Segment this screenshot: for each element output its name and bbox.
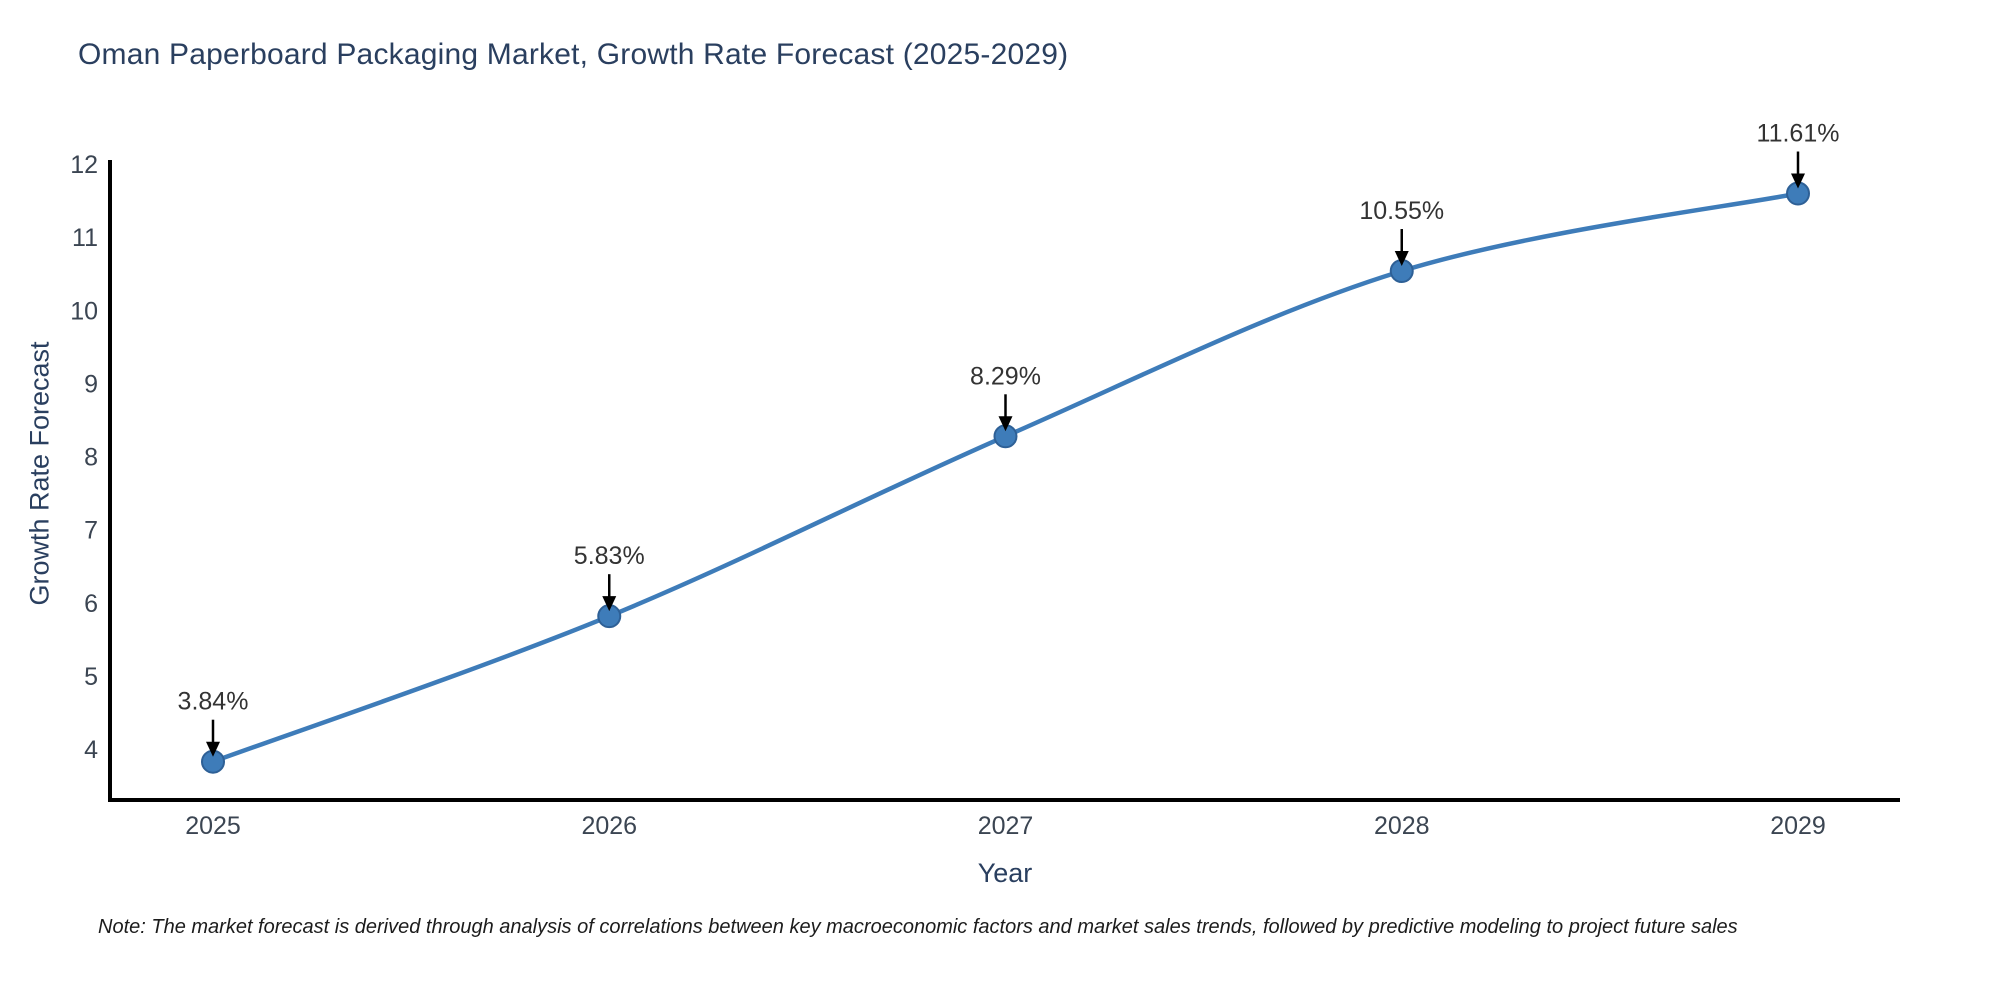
annotation-label: 10.55% (1359, 197, 1444, 225)
y-tick-label: 9 (84, 370, 98, 398)
annotation-arrowhead (1394, 251, 1409, 267)
y-tick-label: 4 (84, 736, 98, 764)
growth-rate-line (210, 191, 1801, 764)
x-tick-label: 2026 (581, 812, 637, 840)
chart-title: Oman Paperboard Packaging Market, Growth… (78, 38, 1069, 71)
x-axis-title: Year (977, 858, 1033, 888)
x-tick-label: 2027 (978, 812, 1034, 840)
annotation-label: 8.29% (970, 362, 1041, 390)
y-tick-label: 10 (70, 297, 98, 325)
annotation-arrowhead (206, 741, 220, 757)
y-tick-label: 8 (84, 444, 98, 472)
annotation-label: 3.84% (178, 688, 249, 716)
annotation-arrowhead (998, 416, 1013, 432)
y-tick-label: 7 (84, 517, 98, 545)
y-tick-label: 11 (72, 224, 98, 252)
x-tick-label: 2025 (185, 812, 241, 840)
footnote: Note: The market forecast is derived thr… (98, 916, 1738, 938)
y-tick-label: 6 (84, 590, 98, 618)
annotation-label: 5.83% (574, 542, 645, 570)
annotation-label: 11.61% (1757, 120, 1840, 148)
x-tick-label: 2029 (1770, 812, 1826, 840)
annotation-arrowhead (602, 596, 617, 612)
annotation-arrowhead (1791, 173, 1805, 189)
x-tick-label: 2028 (1374, 812, 1430, 840)
y-tick-label: 12 (70, 151, 98, 179)
y-tick-label: 5 (84, 663, 98, 691)
